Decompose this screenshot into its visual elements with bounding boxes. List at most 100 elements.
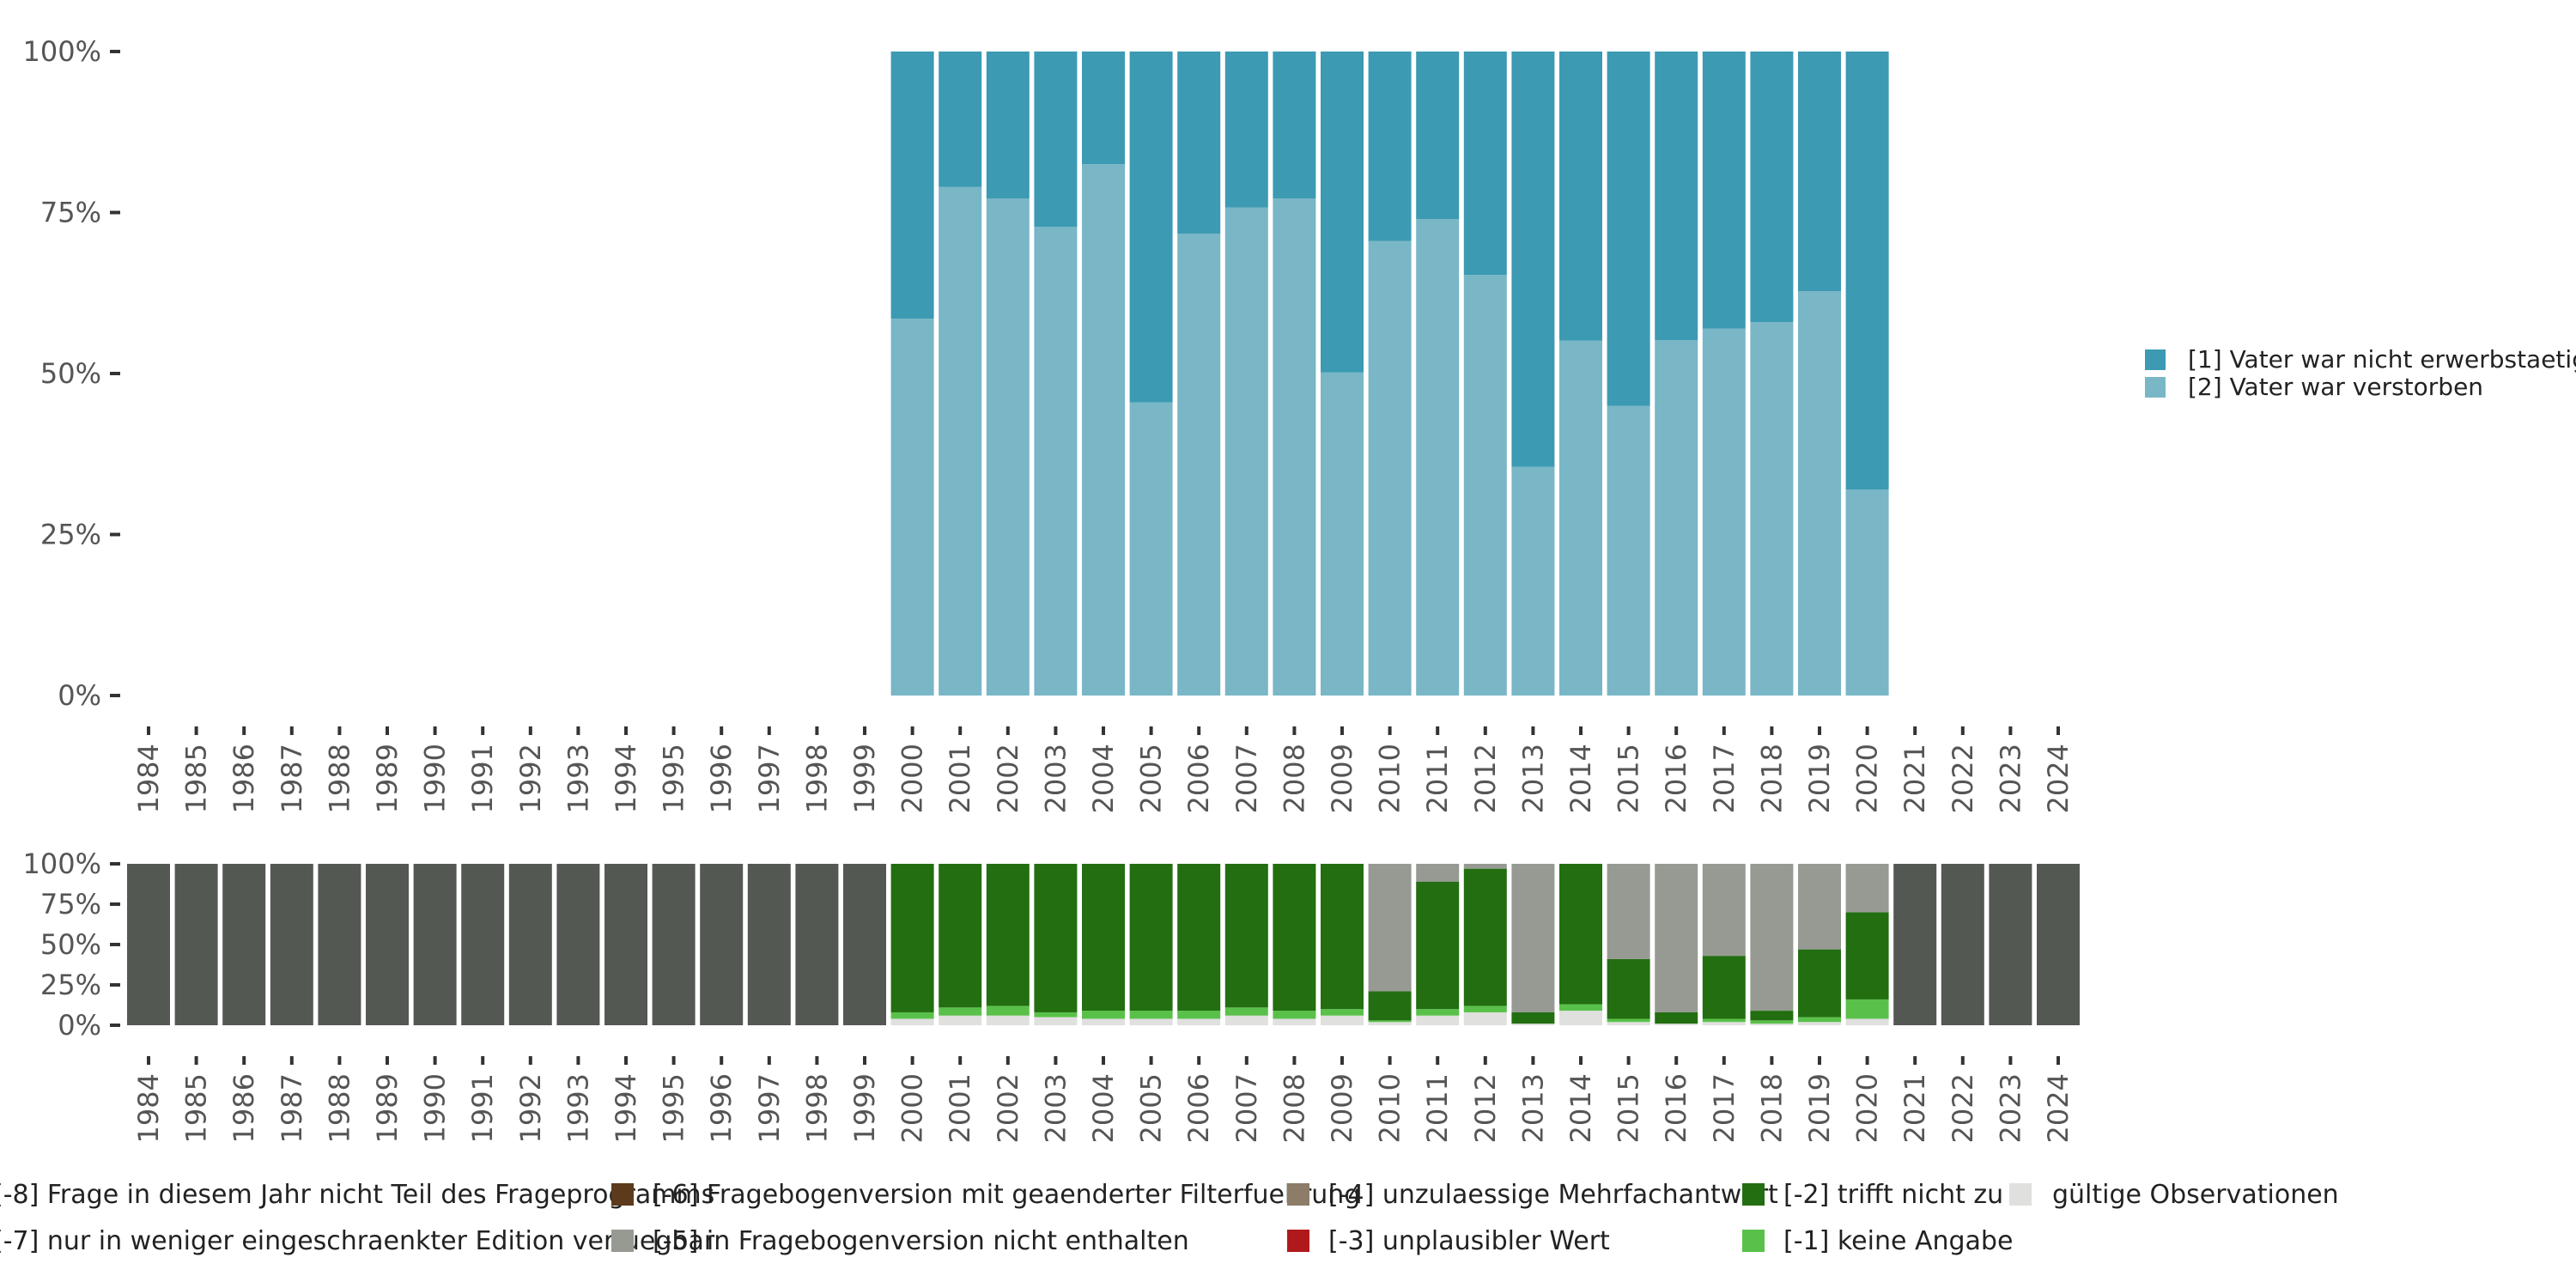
bar-segment	[939, 186, 982, 696]
bar-segment	[1321, 52, 1364, 373]
x-tick-label: 2002	[992, 1073, 1024, 1143]
x-tick-label: 2024	[2042, 744, 2075, 813]
bar-segment	[1416, 219, 1460, 696]
bar-segment	[1273, 1018, 1316, 1025]
x-tick-label: 2015	[1613, 1073, 1645, 1143]
x-tick-label: 2008	[1278, 744, 1310, 813]
bar-segment	[1798, 52, 1841, 291]
bar-segment	[1416, 52, 1460, 219]
x-tick-label: 1990	[419, 1073, 452, 1143]
y-tick-label: 0%	[58, 1009, 101, 1042]
x-tick-label: 1991	[466, 744, 499, 813]
bar-segment	[1607, 1018, 1650, 1023]
bar-segment	[1607, 1022, 1650, 1025]
legend-label: gültige Observationen	[2052, 1180, 2339, 1210]
x-tick-label: 2022	[1947, 1073, 1979, 1143]
bar-segment	[1321, 1015, 1364, 1025]
bar-segment	[1559, 340, 1602, 696]
x-tick-label: 1984	[132, 744, 165, 813]
bar-segment	[1559, 864, 1602, 1005]
x-tick-label: 1996	[705, 1073, 738, 1143]
bar-segment	[1416, 881, 1460, 1010]
x-tick-label: 2020	[1851, 744, 1884, 813]
top-legend: [1] Vater war nicht erwerbstaetig[2] Vat…	[2145, 345, 2576, 401]
legend-label: [-2] trifft nicht zu	[1783, 1180, 2003, 1210]
x-tick-label: 1999	[848, 744, 881, 813]
x-tick-label: 1998	[800, 744, 833, 813]
x-tick-label: 2023	[1994, 1073, 2026, 1143]
bar-segment	[1034, 52, 1078, 227]
bar-segment	[1321, 1009, 1364, 1016]
y-tick-label: 50%	[40, 357, 101, 390]
bar-segment	[1273, 198, 1316, 696]
bar-segment	[1463, 1005, 1507, 1012]
x-tick-label: 2014	[1564, 1073, 1597, 1143]
bar-segment	[1607, 958, 1650, 1019]
bar-segment	[1989, 864, 2032, 1025]
x-tick-label: 1999	[848, 1073, 881, 1143]
y-tick-label: 25%	[40, 519, 101, 551]
legend-label: [-5] in Fragebogenversion nicht enthalte…	[653, 1226, 1189, 1256]
x-tick-label: 2014	[1564, 744, 1597, 813]
bar-segment	[1321, 372, 1364, 696]
bar-segment	[1655, 52, 1698, 340]
legend-label: [-8] Frage in diesem Jahr nicht Teil des…	[0, 1180, 714, 1210]
x-tick-label: 1994	[610, 744, 642, 813]
x-tick-label: 2020	[1851, 1073, 1884, 1143]
legend-swatch	[2009, 1183, 2032, 1206]
x-tick-label: 1989	[371, 744, 404, 813]
bar-segment	[1845, 1018, 1889, 1025]
bar-segment	[1416, 1009, 1460, 1016]
x-tick-label: 2013	[1516, 744, 1549, 813]
bar-segment	[1655, 864, 1698, 1012]
bar-segment	[1368, 864, 1412, 992]
bar-segment	[1511, 52, 1555, 467]
bar-segment	[1845, 52, 1889, 489]
bar-segment	[939, 52, 982, 187]
legend-label: [-6] Fragebogenversion mit geaenderter F…	[653, 1180, 1360, 1210]
bar-segment	[1511, 864, 1555, 1012]
x-tick-label: 2024	[2042, 1073, 2075, 1143]
x-tick-label: 2012	[1469, 1073, 1502, 1143]
legend-label: [-7] nur in weniger eingeschraenkter Edi…	[0, 1226, 715, 1256]
bar-segment	[1368, 1022, 1412, 1025]
legend-swatch	[2145, 377, 2166, 398]
bar-segment	[1750, 322, 1794, 696]
bar-segment	[1463, 1012, 1507, 1025]
bar-segment	[890, 52, 934, 319]
bar-segment	[1321, 864, 1364, 1010]
x-tick-label: 2016	[1660, 1073, 1692, 1143]
bar-segment	[843, 864, 886, 1025]
x-tick-label: 2021	[1899, 1073, 1931, 1143]
bar-segment	[986, 198, 1030, 696]
bar-segment	[1655, 340, 1698, 696]
x-tick-label: 1985	[180, 1073, 213, 1143]
bar-segment	[1893, 864, 1937, 1025]
x-tick-label: 1998	[800, 1073, 833, 1143]
bar-segment	[1750, 864, 1794, 1012]
bar-segment	[1368, 52, 1412, 241]
bar-segment	[1082, 1011, 1125, 1019]
bar-segment	[1702, 1018, 1746, 1023]
bar-segment	[890, 319, 934, 696]
x-tick-label: 2010	[1374, 744, 1406, 813]
bar-segment	[890, 1018, 934, 1025]
bar-segment	[1845, 864, 1889, 913]
y-tick-label: 75%	[40, 197, 101, 229]
x-tick-label: 1993	[562, 1073, 594, 1143]
x-tick-label: 2009	[1326, 744, 1358, 813]
bar-segment	[1655, 1024, 1698, 1025]
bar-segment	[1702, 1022, 1746, 1025]
bottom-legend: [-8] Frage in diesem Jahr nicht Teil des…	[0, 1180, 2339, 1256]
bar-segment	[1034, 1012, 1078, 1018]
bar-segment	[318, 864, 361, 1025]
bar-segment	[270, 864, 313, 1025]
x-tick-label: 2001	[944, 1073, 976, 1143]
bar-segment	[1082, 1018, 1125, 1025]
legend-swatch	[1287, 1230, 1309, 1252]
bar-segment	[1798, 949, 1841, 1018]
bar-segment	[1129, 402, 1173, 696]
x-tick-label: 2004	[1087, 1073, 1120, 1143]
bar-segment	[1082, 52, 1125, 165]
x-tick-label: 2013	[1516, 1073, 1549, 1143]
